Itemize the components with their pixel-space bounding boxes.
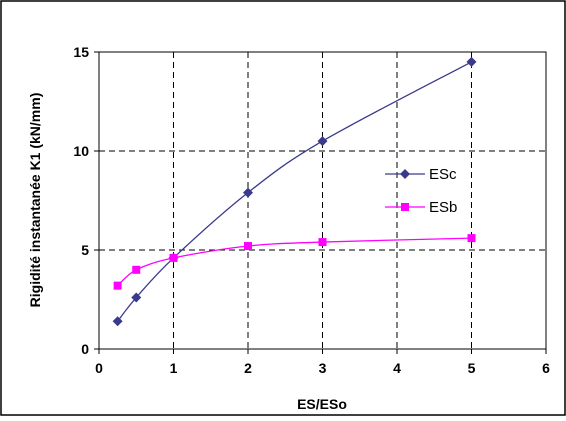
y-tick-label: 0 [81,341,89,357]
x-tick-label: 0 [95,360,103,376]
data-point [112,316,123,327]
data-point [113,281,122,290]
legend-item: ESb [385,199,457,216]
series-ESc [112,56,477,327]
series-layer [112,56,477,327]
legend-marker [400,169,410,179]
legend-label: ESb [429,199,457,216]
axes: 0 1 2 3 4 5 6 0 5 10 15 [73,44,550,376]
x-axis-title: ES/ESo [297,396,347,412]
x-tick-label: 2 [244,360,252,376]
data-point [243,187,253,198]
plot-area [98,51,547,350]
series-ESb [113,234,476,290]
y-axis-title: Rigidité instantanée K1 (kN/mm) [27,93,43,308]
data-point [318,238,327,247]
data-point [132,265,141,274]
data-point [131,292,142,303]
x-tick-label: 5 [468,360,476,376]
data-point [467,234,476,243]
data-point [317,136,328,147]
y-tick-label: 10 [73,143,89,159]
x-tick-label: 6 [542,360,550,376]
data-point [244,242,252,251]
x-tick-label: 3 [319,360,327,376]
legend-label: ESc [429,166,457,183]
grid [99,52,546,349]
x-tick-label: 4 [393,360,401,376]
x-tick-label: 1 [170,360,178,376]
legend-marker [401,203,409,211]
data-point [169,253,178,262]
legend: ESc ESb [385,166,457,216]
y-tick-label: 5 [81,242,89,258]
y-tick-label: 15 [73,44,89,60]
legend-item: ESc [385,166,457,183]
data-point [466,56,477,67]
